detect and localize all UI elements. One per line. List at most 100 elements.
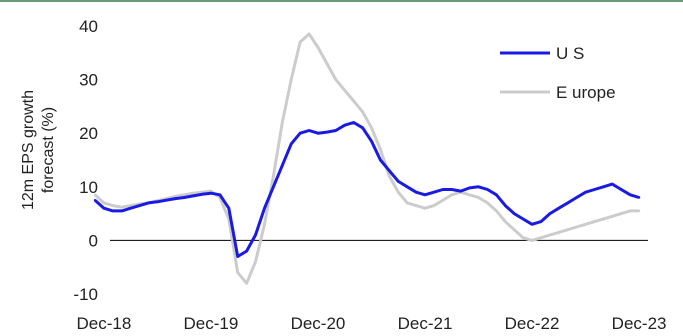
y-axis-tick-labels: -10 0 10 20 30 40	[73, 17, 98, 304]
x-tick-label: Dec-23	[612, 314, 667, 333]
data-point-europe	[361, 110, 364, 114]
data-point-us	[165, 199, 168, 202]
data-point-us	[120, 209, 124, 213]
data-point-us	[129, 207, 132, 210]
data-point-europe	[290, 78, 293, 81]
data-point-europe	[513, 228, 516, 231]
data-point-europe	[370, 126, 373, 129]
data-point-us	[379, 158, 382, 162]
data-point-europe	[307, 32, 311, 36]
data-point-us	[156, 200, 159, 203]
top-divider-line	[0, 0, 683, 2]
data-point-europe	[602, 217, 605, 221]
data-point-europe	[406, 201, 409, 205]
data-point-europe	[620, 212, 623, 215]
data-point-us	[548, 212, 552, 215]
data-point-europe	[637, 209, 641, 213]
data-point-europe	[325, 62, 329, 65]
y-tick-label: 10	[79, 178, 98, 197]
data-point-us	[441, 188, 445, 191]
data-point-europe	[209, 189, 213, 193]
y-axis-title: 12m EPS growth forecast (%)	[20, 90, 57, 210]
data-point-europe	[120, 206, 124, 209]
data-point-us	[459, 189, 462, 193]
data-point-europe	[441, 199, 445, 202]
data-point-europe	[548, 233, 552, 237]
data-point-europe	[423, 207, 427, 210]
y-tick-label: 20	[79, 124, 98, 143]
data-point-us	[138, 204, 141, 207]
data-point-europe	[254, 260, 257, 263]
y-tick-label: 0	[89, 231, 98, 250]
data-point-europe	[593, 220, 596, 223]
data-point-europe	[566, 228, 569, 231]
data-point-us	[102, 207, 106, 210]
data-point-europe	[495, 209, 498, 213]
data-point-us	[450, 188, 453, 191]
data-point-europe	[575, 225, 578, 229]
data-point-us	[575, 196, 578, 199]
data-point-us	[290, 142, 293, 146]
data-point-europe	[111, 204, 115, 207]
data-point-us	[388, 169, 391, 172]
data-point-europe	[539, 236, 543, 239]
data-point-us	[584, 191, 587, 194]
data-point-us	[334, 129, 337, 132]
data-point-europe	[629, 209, 632, 213]
data-point-europe	[468, 193, 471, 196]
data-point-us	[637, 196, 641, 199]
data-point-us	[218, 193, 222, 196]
data-point-europe	[486, 201, 489, 205]
data-point-us	[468, 186, 471, 190]
data-point-us	[397, 180, 400, 183]
data-point-us	[611, 182, 614, 186]
data-point-europe	[521, 236, 525, 239]
data-point-europe	[272, 174, 275, 178]
data-point-us	[191, 194, 195, 198]
data-point-us	[620, 188, 623, 191]
series-line-us	[93, 121, 640, 258]
y-tick-label: 30	[79, 71, 98, 90]
data-point-europe	[584, 223, 587, 226]
data-point-europe	[102, 201, 106, 205]
x-tick-label: Dec-21	[398, 314, 453, 333]
data-point-us	[361, 126, 364, 129]
data-point-europe	[611, 215, 614, 218]
data-point-us	[325, 130, 329, 134]
data-point-europe	[334, 78, 337, 81]
data-point-us	[236, 255, 239, 258]
series-lines	[93, 32, 641, 285]
data-point-europe	[352, 99, 355, 103]
data-point-europe	[432, 204, 436, 207]
data-point-europe	[236, 271, 239, 274]
data-point-europe	[281, 121, 284, 124]
data-point-us	[254, 233, 257, 237]
data-point-europe	[504, 220, 507, 223]
data-point-us	[521, 217, 525, 221]
data-point-us	[530, 223, 534, 226]
data-point-europe	[388, 174, 391, 178]
data-point-us	[504, 204, 507, 207]
data-point-europe	[183, 193, 186, 196]
data-point-us	[200, 193, 204, 196]
data-point-us	[263, 207, 266, 210]
data-point-us	[495, 193, 498, 196]
x-tick-label: Dec-20	[291, 314, 346, 333]
data-point-us	[147, 201, 150, 205]
data-point-europe	[450, 193, 453, 196]
x-tick-label: Dec-22	[505, 314, 560, 333]
data-point-us	[566, 201, 569, 205]
data-point-us	[513, 212, 516, 215]
data-point-europe	[191, 192, 195, 195]
data-point-us	[316, 132, 320, 135]
data-point-us	[423, 193, 427, 196]
data-point-us	[183, 196, 186, 199]
data-point-us	[298, 132, 302, 135]
y-tick-label: -10	[73, 285, 98, 304]
data-point-us	[539, 220, 543, 223]
data-point-us	[486, 188, 489, 191]
data-point-europe	[245, 282, 248, 285]
data-point-us	[414, 191, 418, 194]
data-point-europe	[174, 195, 177, 198]
